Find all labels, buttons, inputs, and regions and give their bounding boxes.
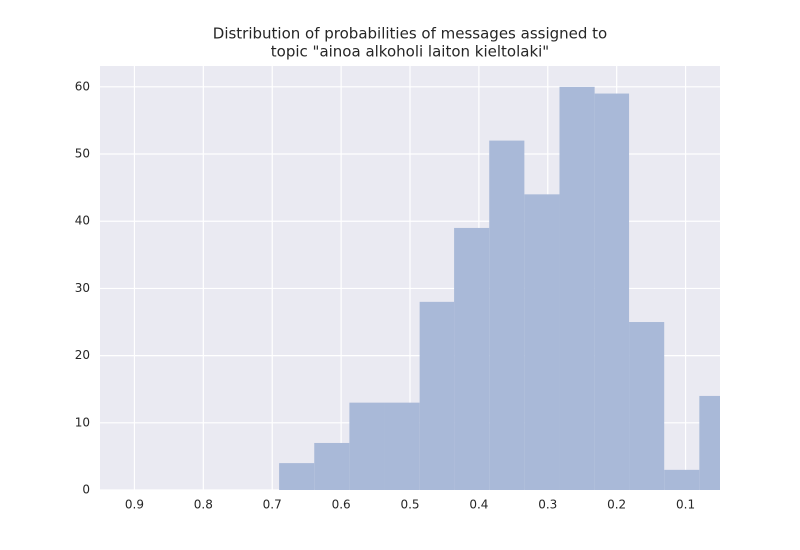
y-tick-label: 20 — [75, 348, 90, 362]
y-tick-label: 10 — [75, 415, 90, 429]
bar — [664, 469, 700, 490]
bar — [279, 463, 315, 490]
x-tick-label: 0.5 — [400, 498, 419, 512]
x-tick-label: 0.9 — [125, 498, 144, 512]
bar — [314, 442, 350, 490]
bar — [559, 86, 595, 490]
y-tick-label: 30 — [75, 281, 90, 295]
x-tick-label: 0.6 — [332, 498, 351, 512]
bar — [489, 140, 525, 490]
x-tick-label: 0.2 — [607, 498, 626, 512]
bar — [454, 227, 490, 490]
y-tick-label: 50 — [75, 147, 90, 161]
x-tick-label: 0.7 — [263, 498, 282, 512]
y-tick-label: 40 — [75, 214, 90, 228]
bar — [419, 301, 455, 490]
bar — [629, 322, 665, 490]
bar — [699, 395, 720, 490]
y-tick-label: 0 — [82, 483, 90, 497]
y-tick-label: 60 — [75, 79, 90, 93]
bar — [384, 402, 420, 490]
x-tick-label: 0.8 — [194, 498, 213, 512]
bar — [349, 402, 385, 490]
chart-title: topic "ainoa alkoholi laiton kieltolaki" — [271, 43, 549, 61]
x-tick-label: 0.1 — [676, 498, 695, 512]
bar — [524, 194, 560, 490]
bars — [279, 86, 720, 490]
bar — [594, 93, 630, 490]
x-tick-label: 0.3 — [538, 498, 557, 512]
x-tick-label: 0.4 — [469, 498, 488, 512]
chart-title: Distribution of probabilities of message… — [213, 25, 607, 43]
